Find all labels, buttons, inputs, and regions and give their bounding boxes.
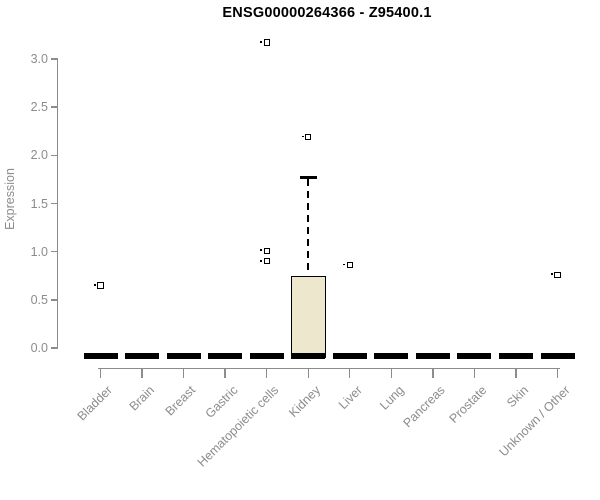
median-line: [415, 353, 450, 359]
x-tick-label: Bladder: [75, 383, 116, 424]
x-axis-tick: [473, 368, 476, 378]
outlier-point: [550, 271, 561, 278]
median-line: [291, 353, 326, 359]
x-tick-label: Lung: [376, 383, 407, 413]
median-line: [249, 353, 284, 359]
median-line: [332, 353, 367, 359]
x-axis-tick: [390, 368, 393, 378]
y-tick-label: 2.0: [30, 148, 48, 163]
y-tick-label: 1.0: [30, 244, 48, 259]
x-tick-label: Gastric: [202, 383, 241, 421]
outlier-point: [259, 247, 270, 254]
x-axis-tick: [266, 368, 268, 378]
median-line: [457, 353, 492, 359]
median-line: [166, 353, 201, 359]
x-axis-tick: [349, 368, 351, 378]
y-tick-label: 3.0: [30, 52, 48, 66]
y-axis-tick: [50, 202, 58, 205]
x-axis-tick: [224, 368, 226, 378]
outlier-point: [259, 258, 270, 265]
x-tick-label: Skin: [503, 383, 531, 411]
y-axis-tick: [50, 106, 58, 108]
y-axis-tick: [50, 250, 58, 253]
median-line: [83, 353, 118, 359]
whisker-line: [307, 179, 310, 275]
y-axis-tick: [50, 58, 58, 60]
outlier-point: [93, 282, 104, 289]
whisker-cap: [299, 176, 317, 179]
y-axis-tick: [50, 299, 58, 301]
outlier-point: [259, 39, 270, 46]
outlier-point: [301, 133, 312, 141]
outlier-point: [342, 261, 353, 269]
y-axis-tick: [50, 154, 58, 157]
x-tick-label: Pancreas: [400, 383, 448, 431]
x-tick-label: Hematopoietic cells: [195, 383, 282, 470]
x-axis-tick: [556, 368, 559, 378]
y-tick-label: 0.0: [30, 341, 48, 355]
y-tick-label: 0.5: [30, 292, 48, 307]
median-line: [125, 353, 160, 359]
x-axis-tick: [307, 368, 309, 378]
x-axis-line: [97, 368, 560, 370]
x-tick-label: Unknown / Other: [496, 383, 573, 460]
median-line: [374, 353, 409, 359]
chart-title: ENSG00000264366 - Z95400.1: [222, 5, 432, 21]
x-axis-tick: [99, 368, 102, 378]
x-axis-tick: [432, 368, 434, 378]
y-axis-tick: [50, 347, 58, 349]
x-tick-label: Breast: [163, 383, 199, 419]
median-line: [499, 353, 533, 359]
y-tick-label: 2.5: [30, 100, 48, 115]
y-tick-label: 1.5: [30, 196, 48, 211]
median-line: [208, 353, 243, 359]
y-axis-line: [57, 58, 59, 349]
x-axis-tick: [515, 368, 517, 378]
box: [290, 275, 326, 359]
x-tick-label: Prostate: [446, 383, 490, 426]
x-axis-tick: [182, 368, 185, 378]
median-line: [540, 353, 575, 359]
x-axis-tick: [141, 368, 143, 378]
x-tick-label: Kidney: [286, 383, 324, 420]
x-tick-label: Liver: [335, 383, 365, 413]
x-tick-label: Brain: [126, 383, 157, 414]
